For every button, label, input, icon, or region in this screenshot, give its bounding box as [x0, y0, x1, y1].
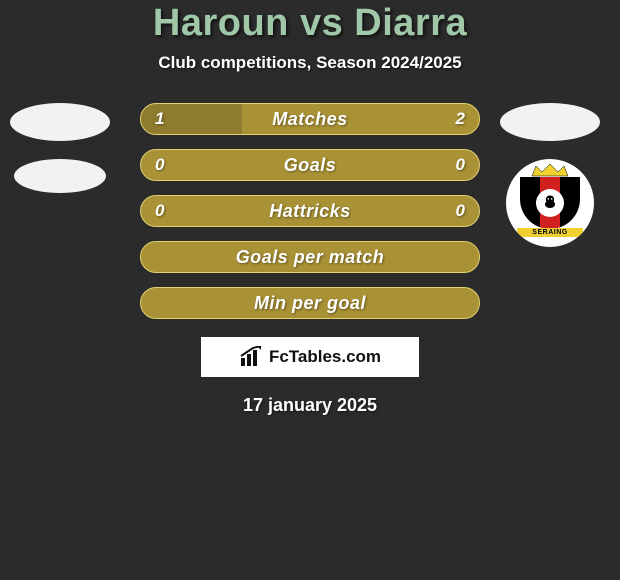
stat-right-value: 0: [456, 201, 465, 221]
page-title: Haroun vs Diarra: [0, 2, 620, 45]
stat-bar: Min per goal: [140, 287, 480, 319]
player2-club-crest: SERAING: [506, 159, 594, 247]
crown-icon: [530, 164, 570, 178]
crest-shield: [520, 177, 580, 229]
stats-section: SERAING 1Matches20Goals00Hattricks0Goals…: [0, 103, 620, 319]
subtitle: Club competitions, Season 2024/2025: [0, 53, 620, 73]
stat-right-value: 2: [456, 109, 465, 129]
title-player2: Diarra: [354, 2, 467, 44]
brand-box[interactable]: FcTables.com: [201, 337, 419, 377]
stat-label: Matches: [141, 109, 479, 130]
stat-bar: 1Matches2: [140, 103, 480, 135]
stat-right-value: 0: [456, 155, 465, 175]
stat-bar: 0Goals0: [140, 149, 480, 181]
stat-bar: Goals per match: [140, 241, 480, 273]
title-vs: vs: [300, 2, 343, 44]
player1-photo-placeholder: [10, 103, 110, 141]
title-player1: Haroun: [153, 2, 289, 44]
lion-icon: [536, 189, 564, 217]
player2-photo-placeholder: [500, 103, 600, 141]
club-name-band: SERAING: [517, 228, 583, 237]
chart-icon: [239, 346, 265, 368]
stat-bar: 0Hattricks0: [140, 195, 480, 227]
brand-name: FcTables.com: [269, 347, 381, 367]
date-label: 17 january 2025: [0, 395, 620, 416]
stat-label: Hattricks: [141, 201, 479, 222]
stat-bars: 1Matches20Goals00Hattricks0Goals per mat…: [140, 103, 480, 319]
stat-label: Goals per match: [141, 247, 479, 268]
right-logo-column: SERAING: [500, 103, 600, 247]
stat-label: Min per goal: [141, 293, 479, 314]
left-logo-column: [10, 103, 110, 193]
player1-club-placeholder: [14, 159, 106, 193]
stat-label: Goals: [141, 155, 479, 176]
